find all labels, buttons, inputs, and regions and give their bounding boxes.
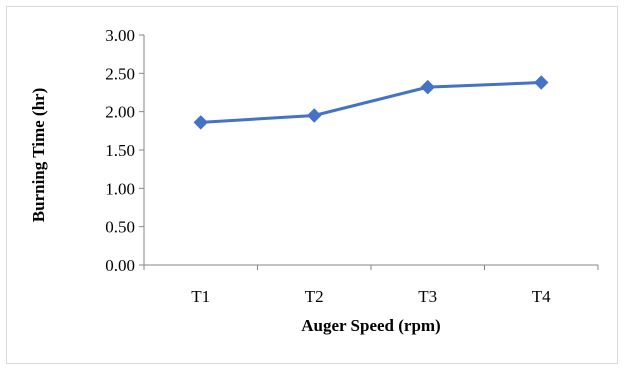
x-tick-label: T2 (305, 287, 324, 306)
series-layer (193, 75, 549, 130)
x-tick-label: T4 (532, 287, 551, 306)
series-line (199, 81, 543, 124)
y-tick-label: 1.50 (105, 141, 135, 160)
y-axis-title: Burning Time (hr) (29, 88, 48, 222)
data-point-marker (420, 79, 435, 95)
y-tick-label: 2.00 (105, 103, 135, 122)
data-point-marker (534, 75, 549, 90)
data-point-marker (193, 115, 208, 130)
y-tick-label: 3.00 (105, 26, 135, 45)
x-axis-title: Auger Speed (rpm) (301, 316, 440, 335)
y-tick-label: 1.00 (105, 179, 135, 198)
x-axis: T1 T2 T3 T4 (143, 264, 599, 306)
y-tick-label: 0.00 (105, 256, 135, 275)
y-axis: 0.00 0.50 1.00 1.50 2.00 2.50 3.00 (105, 26, 145, 275)
x-tick-label: T3 (418, 287, 437, 306)
y-tick-label: 0.50 (105, 218, 135, 237)
x-tick-label: T1 (191, 287, 210, 306)
chart-area (6, 6, 618, 364)
data-point-marker (307, 108, 322, 123)
y-tick-label: 2.50 (105, 64, 135, 83)
